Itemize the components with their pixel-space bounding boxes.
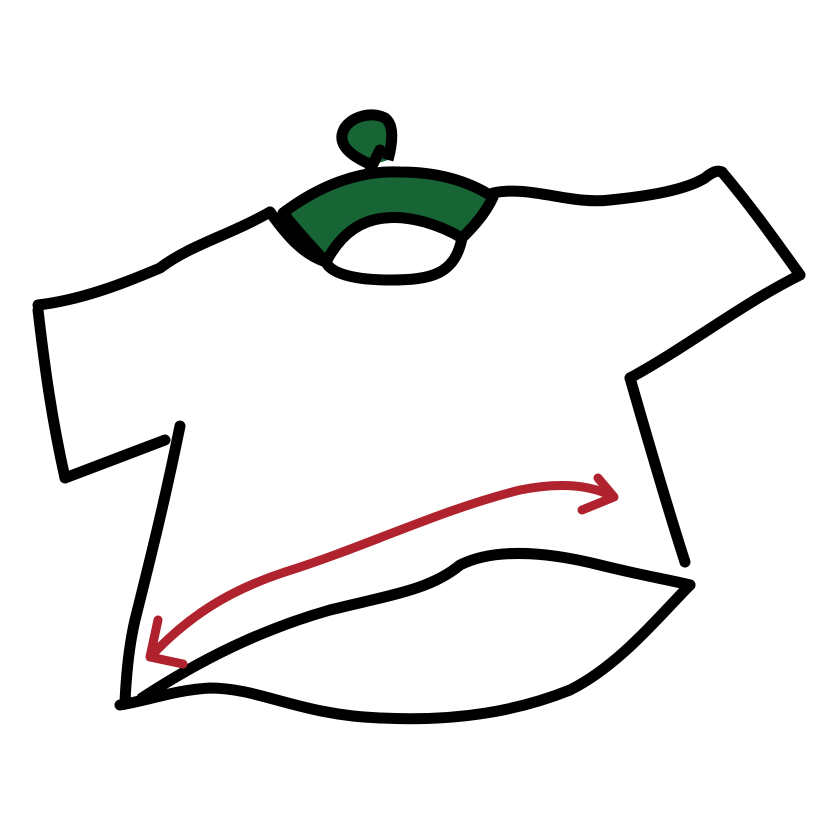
- left-shoulder: [32, 206, 276, 311]
- hem-back: [114, 579, 696, 725]
- right-sleeve: [624, 166, 806, 384]
- neck-opening: [320, 232, 468, 286]
- right-shoulder: [487, 165, 728, 207]
- right-side: [624, 372, 691, 568]
- hem-front: [136, 548, 696, 704]
- left-side: [119, 420, 186, 708]
- width-arrow-icon: [145, 473, 619, 669]
- left-sleeve: [32, 304, 171, 484]
- neck-outer: [264, 206, 332, 268]
- hanger-stem: [364, 144, 386, 176]
- hanger-hook-icon: [336, 109, 398, 171]
